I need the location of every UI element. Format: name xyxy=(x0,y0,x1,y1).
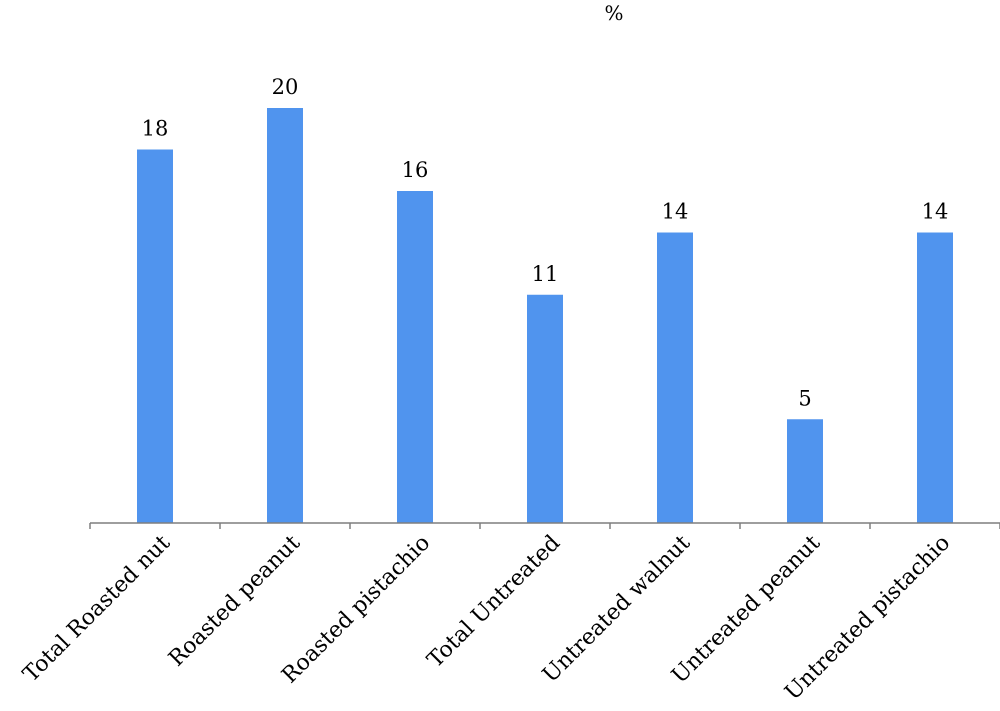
bar-value-label: 11 xyxy=(532,262,559,286)
bars-layer xyxy=(137,108,953,523)
bar-value-label: 14 xyxy=(662,200,689,224)
bar xyxy=(267,108,303,523)
category-label: Total Untreated xyxy=(423,531,565,673)
bar-value-label: 18 xyxy=(142,117,169,141)
category-label: Roasted pistachio xyxy=(277,531,435,689)
category-label: Total Roasted nut xyxy=(19,530,176,687)
bar xyxy=(917,232,953,523)
bar-value-label: 20 xyxy=(272,75,299,99)
bar xyxy=(527,294,563,523)
category-label: Roasted peanut xyxy=(164,530,305,671)
bar xyxy=(657,232,693,523)
bar-value-label: 5 xyxy=(798,386,811,410)
bar xyxy=(397,191,433,523)
category-label: Untreated walnut xyxy=(538,530,695,687)
value-labels-layer: 18 20 16 11 14 5 14 xyxy=(142,75,949,410)
x-axis-ticks-layer xyxy=(89,523,1000,529)
category-label: Untreated peanut xyxy=(667,530,825,688)
bar xyxy=(137,149,173,523)
bar-value-label: 16 xyxy=(402,158,429,182)
bar xyxy=(787,419,823,523)
bar-value-label: 14 xyxy=(922,200,949,224)
chart-title: % xyxy=(604,1,623,25)
